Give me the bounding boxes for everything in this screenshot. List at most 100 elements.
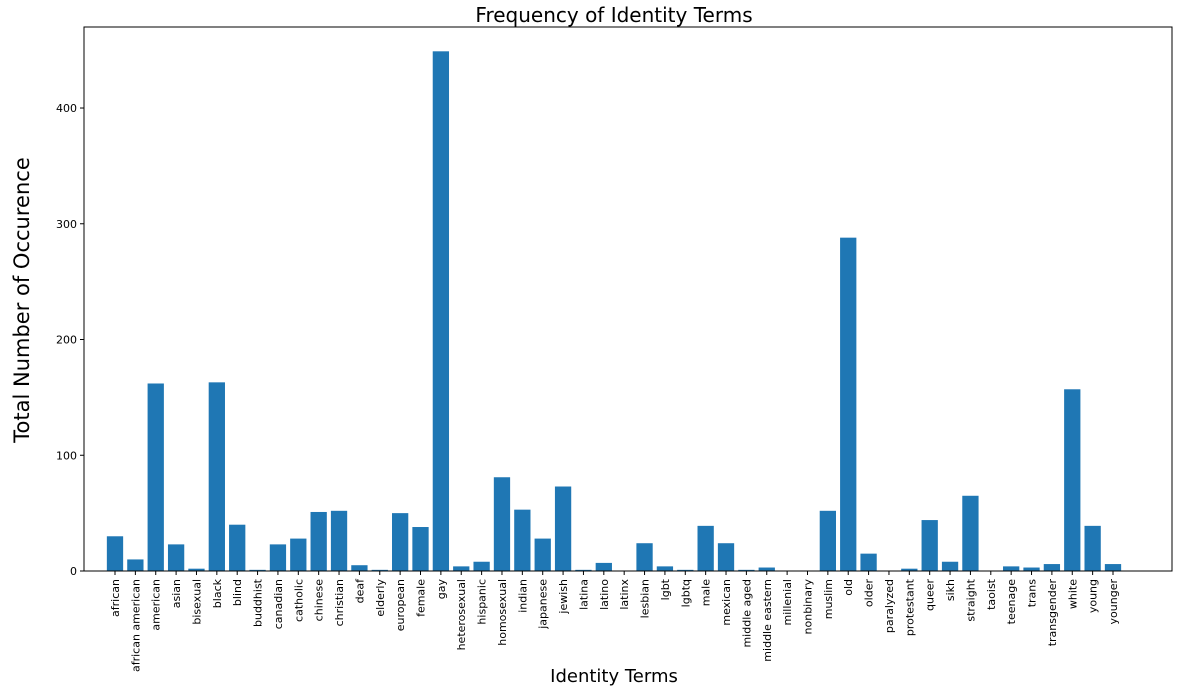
x-axis: african african american american asian bise… — [109, 571, 1120, 672]
x-tick-label: christian — [333, 579, 346, 626]
x-tick-label: old — [842, 579, 855, 596]
bar-european — [392, 513, 409, 571]
chart-title: Frequency of Identity Terms — [475, 3, 752, 27]
bar-indian — [514, 509, 531, 571]
bar-african — [106, 536, 124, 571]
x-tick-label: latinx — [618, 579, 631, 610]
x-tick-label: canadian — [272, 579, 285, 629]
bar-latino — [595, 562, 612, 571]
bar-heterosexual — [453, 566, 470, 571]
bar-latina — [575, 569, 592, 571]
bar-white — [1064, 389, 1081, 571]
x-tick-label: gay — [435, 579, 448, 600]
x-tick-label: black — [211, 578, 224, 608]
y-tick-label: 300 — [56, 218, 77, 231]
x-tick-label: african — [109, 579, 122, 617]
bar-younger — [1104, 564, 1122, 571]
x-tick-label: paralyzed — [883, 579, 896, 633]
bar-bisexual — [188, 568, 205, 571]
bar-lgbtq — [677, 569, 694, 571]
bar-deaf — [351, 565, 368, 571]
bar-trans — [1023, 567, 1040, 571]
x-tick-label: young — [1087, 579, 1100, 613]
bar-middle-eastern — [758, 567, 775, 571]
bar-christian — [330, 510, 348, 571]
bar-muslim — [819, 510, 836, 571]
bar-young — [1084, 525, 1101, 571]
x-tick-label: muslim — [822, 579, 835, 619]
y-tick-label: 400 — [56, 102, 77, 115]
bar-older — [860, 553, 877, 571]
bar-transgender — [1043, 564, 1061, 571]
x-tick-label: transgender — [1046, 579, 1059, 647]
x-tick-label: female — [415, 579, 428, 617]
x-tick-label: sikh — [944, 579, 957, 601]
bar-old — [840, 237, 857, 571]
y-tick-label: 200 — [56, 334, 77, 347]
x-tick-label: heterosexual — [455, 579, 468, 650]
bar-black — [208, 382, 225, 571]
x-tick-label: jewish — [557, 579, 570, 615]
x-tick-label: bisexual — [190, 579, 203, 625]
x-tick-label: male — [700, 579, 713, 607]
x-tick-label: middle aged — [740, 579, 753, 648]
x-tick-label: deaf — [353, 578, 366, 603]
bar-hispanic — [473, 561, 490, 571]
bar-homosexual — [493, 477, 511, 571]
x-tick-label: indian — [516, 579, 529, 613]
bar-japanese — [534, 538, 551, 571]
x-tick-label: queer — [924, 579, 937, 611]
x-tick-label: older — [863, 579, 876, 608]
bars-group — [106, 51, 1122, 572]
bar-african-american — [127, 559, 144, 571]
y-tick-label: 0 — [70, 565, 77, 578]
bar-mexican — [717, 543, 735, 571]
x-tick-label: hispanic — [476, 579, 489, 625]
x-tick-label: buddhist — [252, 578, 265, 627]
y-tick-label: 100 — [56, 449, 77, 462]
x-tick-label: catholic — [292, 579, 305, 622]
plot-frame — [83, 26, 1173, 572]
x-axis-label: Identity Terms — [550, 666, 678, 687]
x-tick-label: asian — [170, 579, 183, 608]
x-tick-label: latino — [598, 579, 611, 610]
x-tick-label: chinese — [313, 579, 326, 622]
bar-asian — [167, 544, 185, 571]
bar-teenage — [1003, 566, 1020, 571]
bar-american — [147, 383, 164, 571]
x-tick-label: lgbtq — [679, 579, 692, 607]
x-tick-label: nonbinary — [801, 579, 814, 635]
x-tick-label: elderly — [374, 579, 387, 617]
bar-elderly — [371, 569, 388, 571]
bar-canadian — [269, 544, 287, 571]
x-tick-label: african american — [129, 579, 142, 672]
bar-male — [697, 525, 714, 571]
x-tick-label: taoist — [985, 578, 998, 610]
bar-catholic — [290, 538, 307, 571]
bar-gay — [432, 51, 450, 572]
bar-lesbian — [636, 543, 653, 571]
x-tick-label: younger — [1107, 579, 1120, 625]
bar-straight — [962, 495, 979, 571]
x-tick-label: millenial — [781, 579, 794, 625]
x-tick-label: trans — [1026, 579, 1039, 608]
x-tick-label: blind — [231, 579, 244, 606]
x-tick-label: teenage — [1005, 579, 1018, 625]
bar-chinese — [310, 511, 327, 571]
bar-middle-aged — [738, 569, 755, 571]
bar-queer — [921, 520, 938, 571]
y-axis: 0 100 200 300 400 — [56, 102, 84, 578]
x-tick-label: straight — [964, 578, 977, 621]
x-tick-label: lgbt — [659, 578, 672, 600]
x-tick-label: european — [394, 579, 407, 631]
x-tick-label: protestant — [903, 578, 916, 636]
x-tick-label: lesbian — [639, 579, 652, 618]
x-tick-label: american — [150, 579, 163, 631]
bar-sikh — [941, 561, 959, 571]
x-tick-label: japanese — [537, 579, 550, 630]
x-tick-label: latina — [577, 579, 590, 610]
bar-buddhist — [249, 569, 266, 571]
bar-blind — [229, 524, 246, 571]
